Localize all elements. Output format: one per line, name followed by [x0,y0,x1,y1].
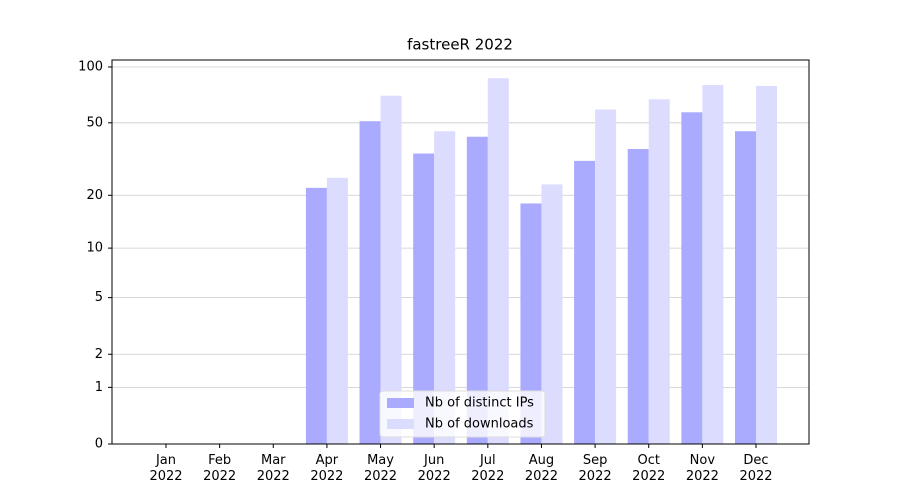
bar [756,86,777,444]
x-tick-label: Feb 2022 [203,453,237,484]
bar [627,149,649,444]
x-tick-label: Jan 2022 [149,453,183,484]
bar [413,153,435,445]
x-tick-label: Jun 2022 [417,453,451,484]
legend-label: Nb of downloads [425,417,534,432]
y-tick-label: 20 [86,188,103,203]
y-tick-label: 50 [86,115,103,130]
y-tick-label: 0 [95,437,103,452]
bar [702,85,724,444]
legend-swatch [387,398,414,408]
x-tick-label: Mar 2022 [256,453,290,484]
bar [574,160,596,444]
bar [541,184,563,444]
bar [681,112,703,444]
bar [326,177,348,444]
bar [359,121,381,444]
bar [434,131,456,444]
bar [520,203,542,444]
y-tick-label: 2 [95,347,103,362]
bar [380,95,402,445]
x-tick-label: Sep 2022 [578,453,612,484]
grid [112,66,809,445]
y-tick-label: 1 [95,380,103,395]
legend-box [379,390,546,438]
x-tick-label: Nov 2022 [685,453,719,484]
y-tick-label: 10 [86,241,103,256]
legend-label: Nb of distinct IPs [425,396,534,411]
legend-swatch [387,419,414,429]
bar [487,78,509,445]
bar [595,109,617,445]
bar [305,187,327,445]
x-tick-label: Apr 2022 [310,453,344,484]
x-tick-label: Jul 2022 [471,453,505,484]
chart-title: fastreeR 2022 [407,36,513,54]
x-tick-label: Dec 2022 [739,453,773,484]
x-tick-label: Oct 2022 [632,453,666,484]
x-tick-label: Aug 2022 [524,453,558,484]
y-tick-label: 100 [78,59,103,74]
axes-frame [111,59,810,445]
x-tick-label: May 2022 [363,453,398,484]
bar [735,131,756,444]
bar [466,136,488,445]
y-tick-label: 5 [95,290,103,305]
bar [648,99,670,444]
